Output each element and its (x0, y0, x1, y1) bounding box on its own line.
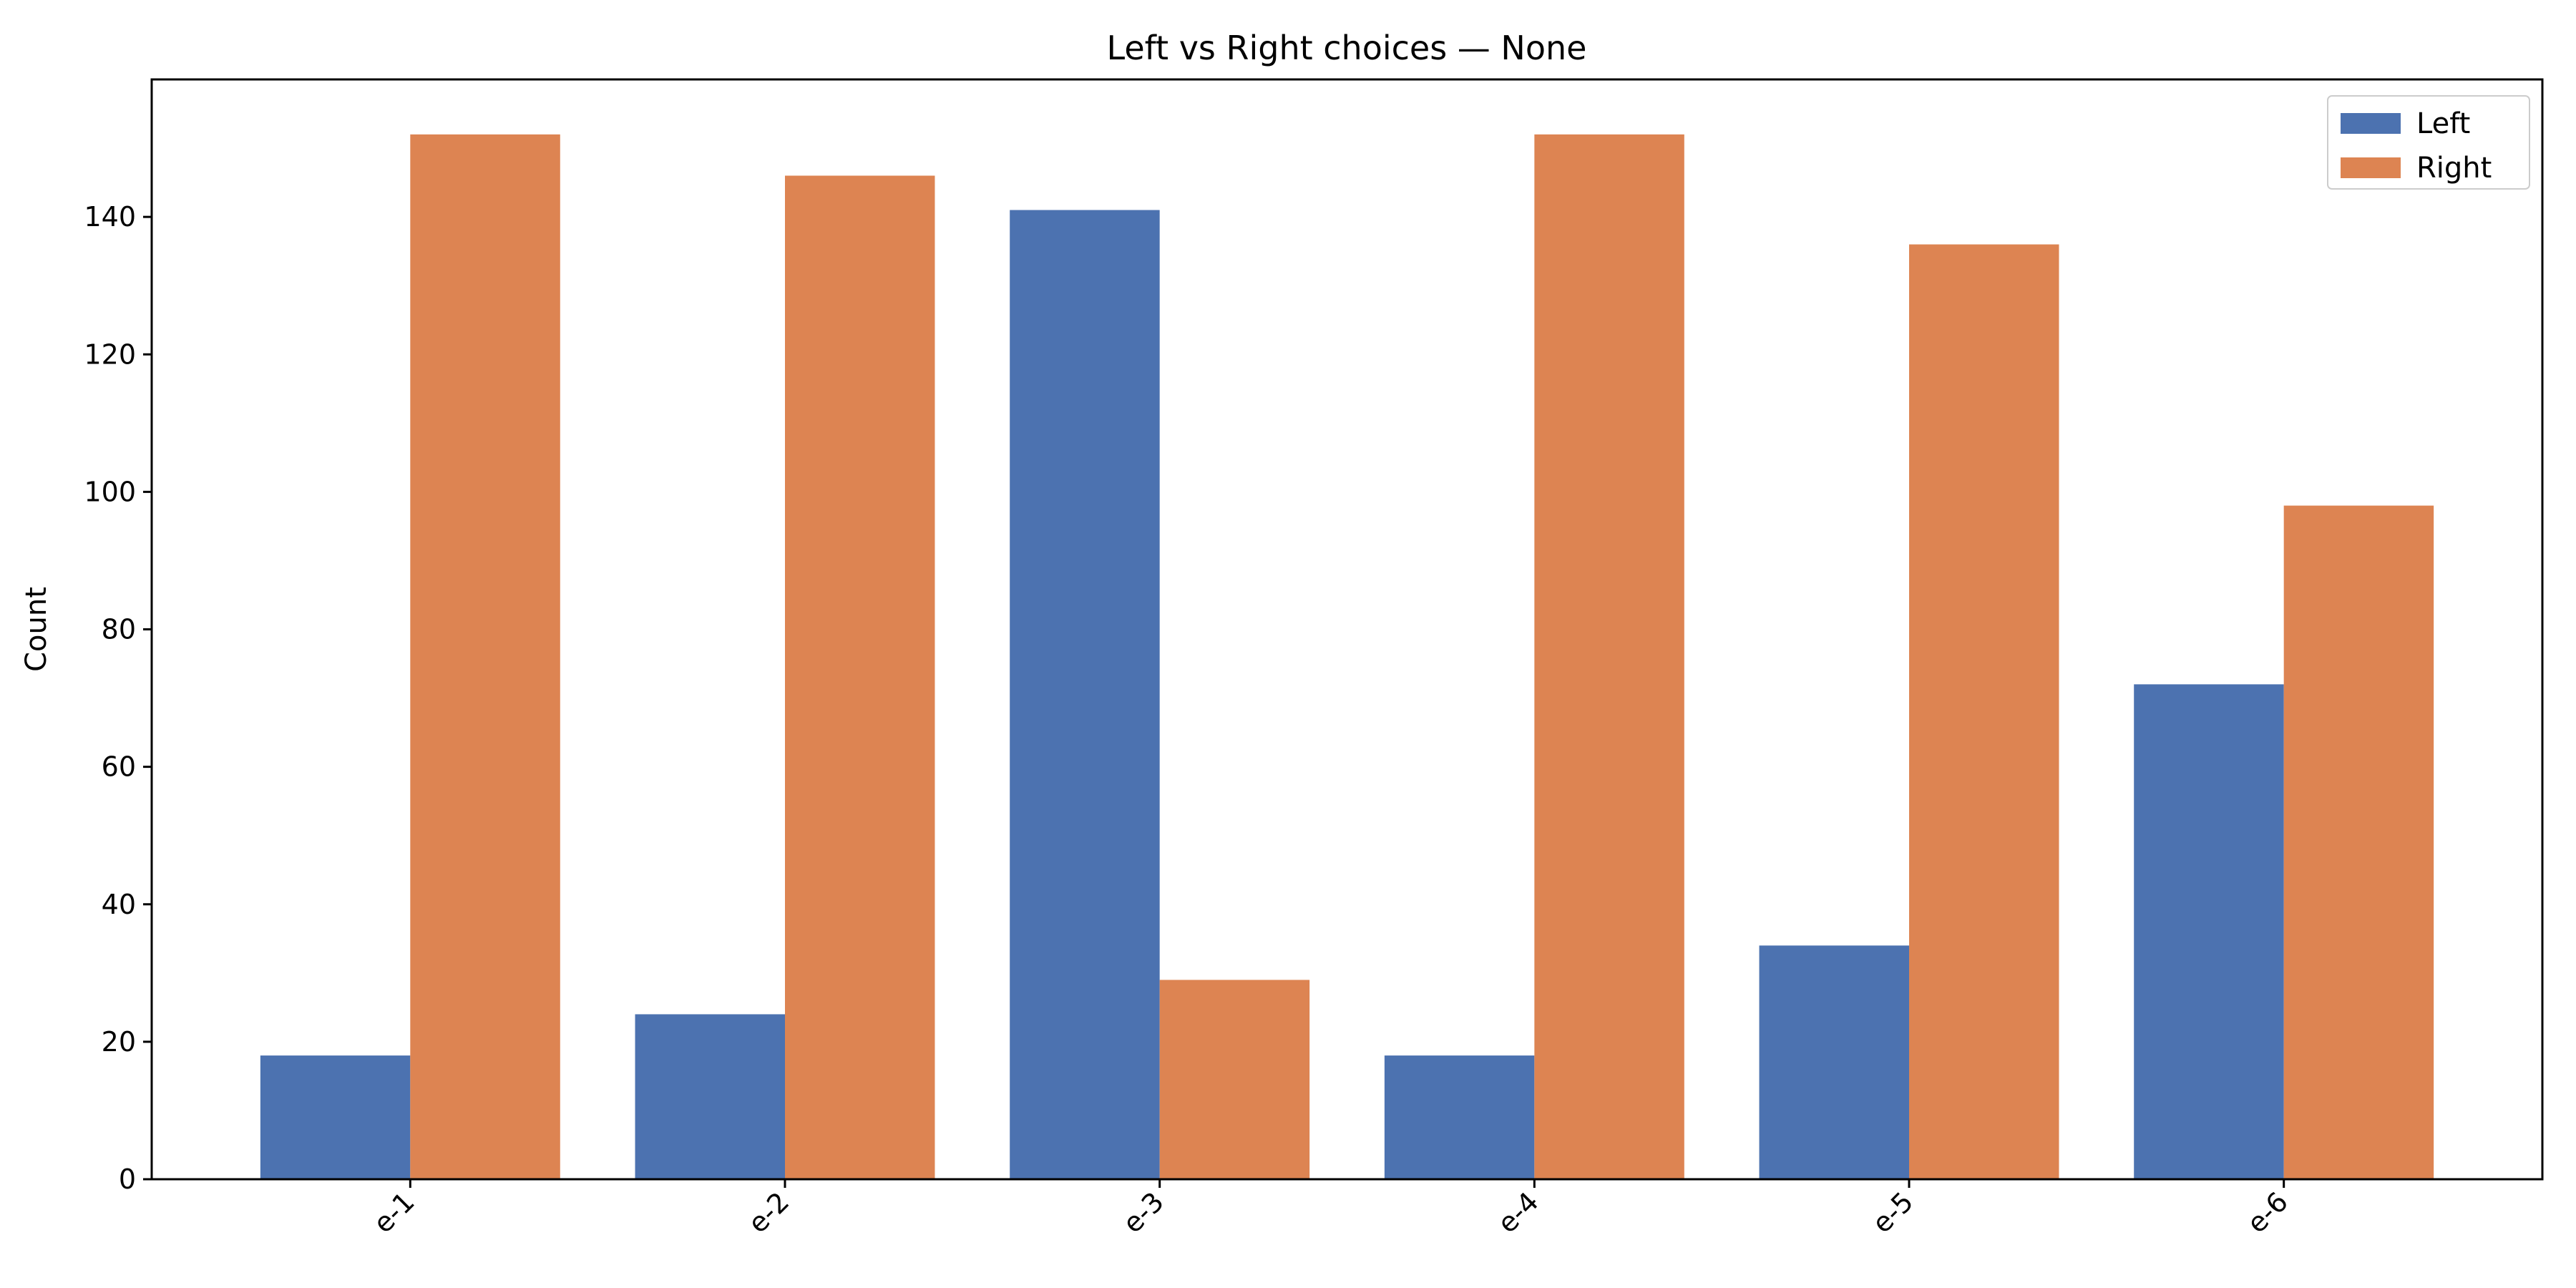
bar-left-e-1 (260, 1055, 411, 1179)
bar-left-e-4 (1384, 1055, 1535, 1179)
chart-title: Left vs Right choices — None (1107, 29, 1587, 67)
bar-right-e-6 (2283, 505, 2434, 1179)
legend: Left Right (2327, 95, 2530, 190)
bar-right-e-5 (1909, 244, 2059, 1179)
bar-right-e-4 (1534, 134, 1684, 1180)
y-tick-label: 120 (84, 338, 136, 370)
bar-left-e-2 (635, 1014, 785, 1179)
bar-right-e-2 (784, 175, 935, 1179)
bar-left-e-3 (1010, 210, 1160, 1179)
y-tick-label: 20 (102, 1026, 136, 1058)
y-tick-label: 0 (119, 1163, 136, 1195)
legend-swatch-left (2341, 113, 2401, 134)
legend-label-left: Left (2416, 107, 2470, 140)
bar-left-e-6 (2134, 684, 2284, 1179)
bar-left-e-5 (1759, 945, 1910, 1179)
plot-frame (150, 78, 2544, 1181)
y-tick-label: 40 (102, 889, 136, 920)
y-axis-label: Count (20, 587, 53, 672)
legend-swatch-right (2341, 157, 2401, 178)
y-tick-label: 100 (84, 476, 136, 507)
y-axis-ticks: 0 20 40 60 80 100 120 140 (84, 201, 152, 1195)
y-tick-label: 60 (102, 751, 136, 783)
y-tick-label: 80 (102, 614, 136, 645)
bars-layer (260, 134, 2434, 1180)
legend-label-right: Right (2416, 152, 2492, 185)
bar-right-e-1 (410, 134, 560, 1180)
bar-right-e-3 (1159, 980, 1310, 1179)
y-tick-label: 140 (84, 201, 136, 233)
